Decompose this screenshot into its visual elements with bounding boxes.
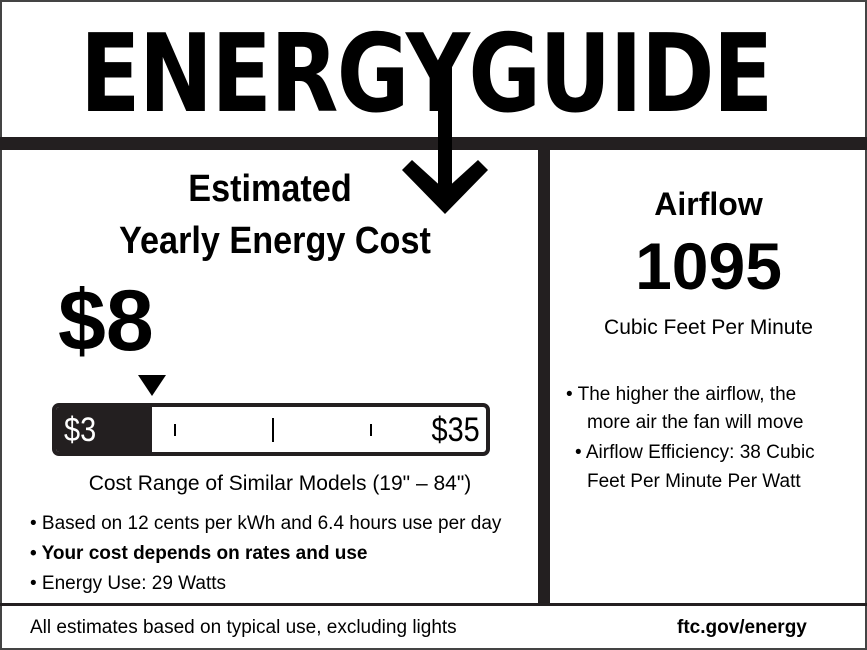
range-caption: Cost Range of Similar Models (19" – 84") (88, 472, 472, 495)
footer-divider (0, 603, 867, 606)
airflow-note: more air the fan will move (587, 412, 804, 433)
range-tick (174, 424, 176, 436)
cost-note: • Energy Use: 29 Watts (30, 573, 227, 594)
cost-note: • Your cost depends on rates and use (30, 543, 368, 564)
column-divider (538, 150, 550, 605)
airflow-value: 1095 (635, 229, 782, 303)
cost-marker-icon (138, 375, 166, 396)
airflow-unit: Cubic Feet Per Minute (604, 316, 813, 339)
airflow-note: • Airflow Efficiency: 38 Cubic (575, 442, 815, 463)
cost-note: • Based on 12 cents per kWh and 6.4 hour… (30, 513, 502, 534)
airflow-note: Feet Per Minute Per Watt (587, 471, 801, 492)
cost-range-fill (56, 407, 152, 452)
footer-disclaimer: All estimates based on typical use, excl… (30, 617, 457, 638)
cost-range-bar: $3 $35 (52, 403, 490, 456)
arrow-down-icon (402, 60, 488, 214)
range-tick (370, 424, 372, 436)
yearly-cost-value: $8 (58, 273, 154, 369)
cost-heading-line2: Yearly Energy Cost (119, 220, 431, 262)
ftc-link[interactable]: ftc.gov/energy (677, 617, 807, 638)
range-high-label: $35 (431, 411, 480, 449)
energyguide-logo: ENERGYGUIDE (80, 12, 773, 137)
airflow-note: • The higher the airflow, the (566, 384, 797, 405)
range-tick (272, 418, 274, 442)
airflow-heading: Airflow (654, 186, 763, 222)
cost-heading-line1: Estimated (188, 168, 352, 210)
header-divider (0, 137, 867, 150)
range-low-label: $3 (64, 411, 97, 449)
